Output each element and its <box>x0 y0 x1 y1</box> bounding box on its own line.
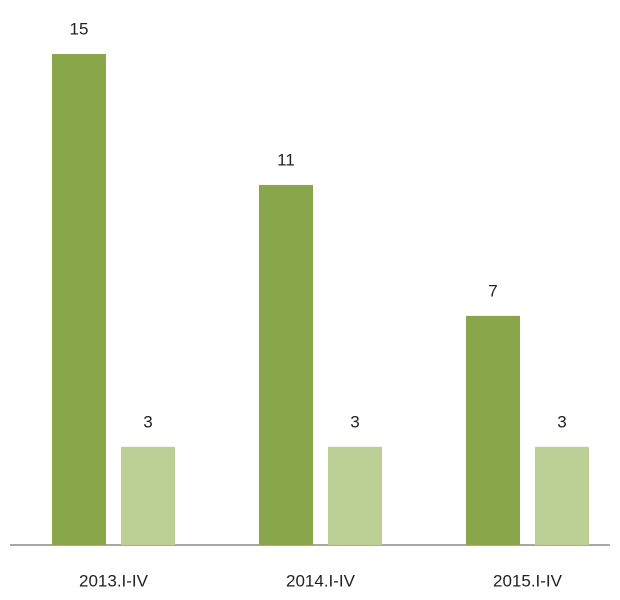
data-label: 3 <box>557 412 566 431</box>
x-tick-label: 2014.I-IV <box>286 571 356 590</box>
bar <box>52 54 106 545</box>
data-label: 15 <box>70 19 89 38</box>
data-label: 11 <box>277 150 295 169</box>
bar <box>121 446 175 545</box>
data-label: 3 <box>143 412 152 431</box>
bar <box>259 184 313 545</box>
bar <box>328 446 382 545</box>
data-label: 7 <box>488 281 497 300</box>
bar <box>466 315 520 545</box>
x-tick-label: 2013.I-IV <box>79 571 149 590</box>
data-label: 3 <box>350 412 359 431</box>
x-tick-label: 2015.I-IV <box>493 571 563 590</box>
bar <box>535 446 589 545</box>
